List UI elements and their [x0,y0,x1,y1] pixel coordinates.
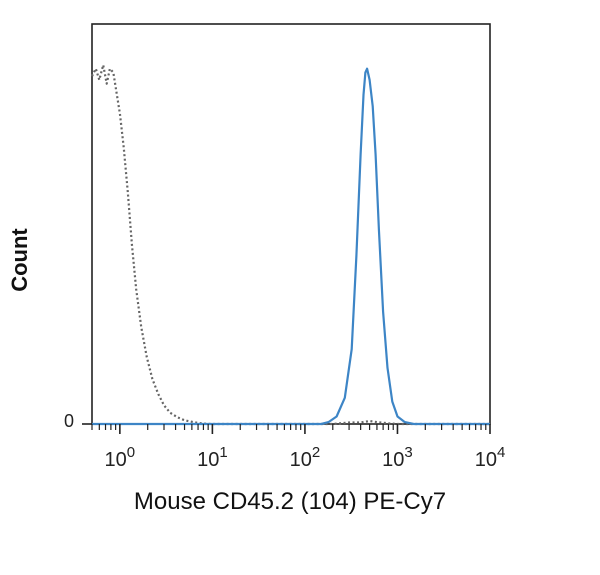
y-axis-ticks: 0 [64,411,92,431]
plot-frame [91,23,491,425]
x-axis-label: Mouse CD45.2 (104) PE-Cy7 [133,488,447,515]
x-tick-label-4: 104 [475,444,506,471]
x-tick-label-0: 100 [105,444,136,471]
y-tick-label-0: 0 [64,411,74,431]
x-axis-tick-labels: 100 101 102 103 104 [105,444,506,471]
x-axis-ticks [91,424,491,434]
x-tick-label-3: 103 [382,444,413,471]
x-tick-label-1: 101 [197,444,228,471]
y-axis-label: Count [2,155,38,365]
series-line-1 [92,67,490,426]
series-layer [91,63,490,426]
y-axis-label-text: Count [7,228,32,292]
x-tick-label-2: 102 [290,444,321,471]
series-line-0 [91,63,490,426]
